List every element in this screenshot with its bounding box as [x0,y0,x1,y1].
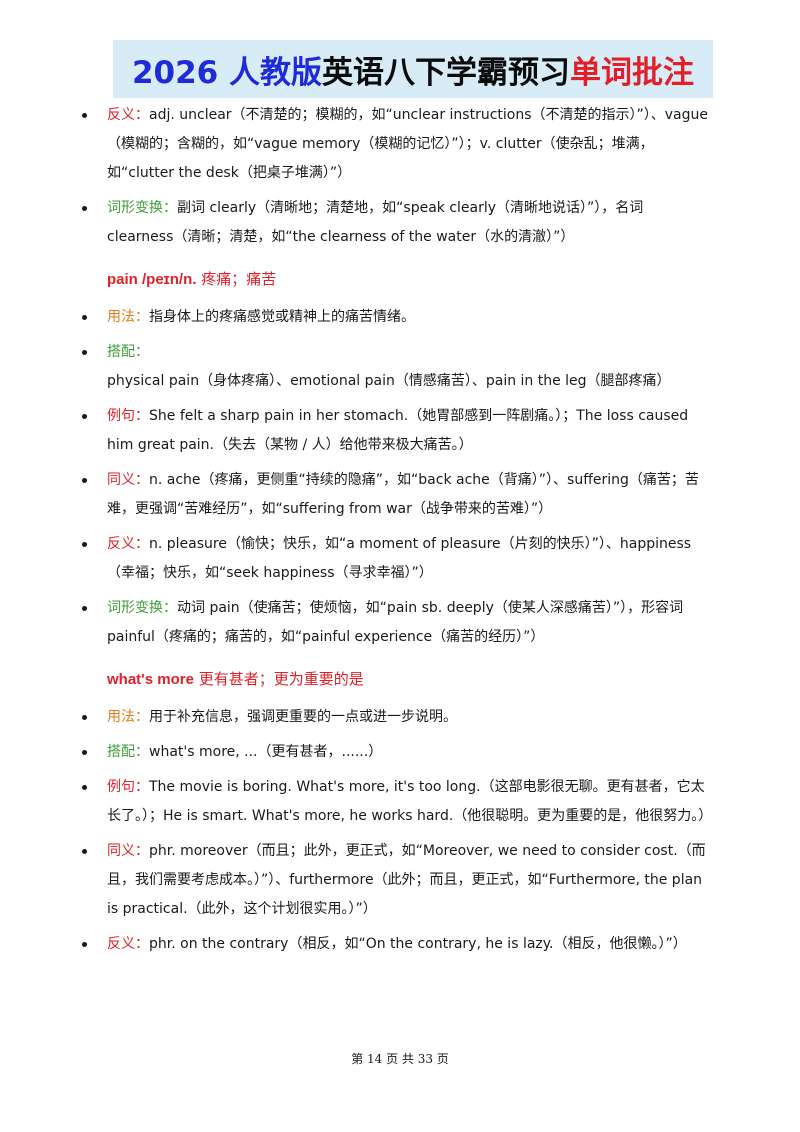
title-part-topic: 单词批注 [570,54,695,91]
bullet-icon [82,414,87,419]
note-item: 反义：adj. unclear（不清楚的；模糊的，如“unclear instr… [82,101,712,188]
note-item: 词形变换：动词 pain（使痛苦；使烦恼，如“pain sb. deeply（使… [82,594,712,652]
bullet-icon [82,542,87,547]
note-text: 动词 pain（使痛苦；使烦恼，如“pain sb. deeply（使某人深感痛… [107,600,684,645]
note-item: 用法：用于补充信息，强调更重要的一点或进一步说明。 [82,703,712,732]
note-text: n. pleasure（愉快；快乐，如“a moment of pleasure… [107,536,692,581]
bullet-icon [82,750,87,755]
note-label: 搭配： [107,744,149,760]
note-text: 指身体上的疼痛感觉或精神上的痛苦情绪。 [149,309,415,325]
note-label: 同义： [107,843,149,859]
bullet-icon [82,315,87,320]
note-label: 例句： [107,408,149,424]
note-text: physical pain（身体疼痛）、emotional pain（情感痛苦）… [107,373,671,389]
note-item: 搭配：what's more, ...（更有甚者，......） [82,738,712,767]
title-banner: 2026 人教版英语八下学霸预习单词批注 [113,40,713,98]
note-text: n. ache（疼痛，更侧重“持续的隐痛”，如“back ache（背痛）”）、… [107,472,699,517]
note-item: 同义：phr. moreover（而且；此外，更正式，如“Moreover, w… [82,837,712,924]
note-item: 同义：n. ache（疼痛，更侧重“持续的隐痛”，如“back ache（背痛）… [82,466,712,524]
vocab-meaning: 更有甚者；更为重要的是 [198,670,364,688]
note-text: 用于补充信息，强调更重要的一点或进一步说明。 [149,709,457,725]
page-number: 第 14 页 共 33 页 [351,1052,449,1066]
note-item: 词形变换：副词 clearly（清晰地；清楚地，如“speak clearly（… [82,194,712,252]
bullet-icon [82,478,87,483]
note-label: 反义： [107,107,149,123]
note-text: phr. on the contrary（相反，如“On the contrar… [149,936,687,952]
bullet-icon [82,715,87,720]
bullet-icon [82,606,87,611]
bullet-icon [82,113,87,118]
note-item: 例句：She felt a sharp pain in her stomach.… [82,402,712,460]
note-label: 同义： [107,472,149,488]
bullet-icon [82,206,87,211]
document-body: 反义：adj. unclear（不清楚的；模糊的，如“unclear instr… [82,101,712,965]
title-part-subject: 英语八下学霸预习 [322,54,571,91]
note-text: She felt a sharp pain in her stomach.（她胃… [107,408,689,453]
note-text: what's more, ...（更有甚者，......） [149,744,383,760]
note-label: 词形变换： [107,600,177,616]
vocab-meaning: 疼痛；痛苦 [201,270,277,288]
vocab-heading: what's more 更有甚者；更为重要的是 [82,666,712,693]
note-text: phr. moreover（而且；此外，更正式，如“Moreover, we n… [107,843,706,917]
note-label: 用法： [107,709,149,725]
bullet-icon [82,849,87,854]
vocab-word: pain /peɪn/n. [107,271,197,288]
note-item: 反义：phr. on the contrary（相反，如“On the cont… [82,930,712,959]
note-label: 反义： [107,936,149,952]
page-title: 2026 人教版英语八下学霸预习单词批注 [132,47,694,92]
note-text: adj. unclear（不清楚的；模糊的，如“unclear instruct… [107,107,708,181]
note-text: 副词 clearly（清晰地；清楚地，如“speak clearly（清晰地说话… [107,200,644,245]
note-label: 例句： [107,779,149,795]
bullet-icon [82,350,87,355]
vocab-word: what's more [107,671,194,688]
note-item: 用法：指身体上的疼痛感觉或精神上的痛苦情绪。 [82,303,712,332]
note-text: The movie is boring. What's more, it's t… [107,779,713,824]
vocab-heading: pain /peɪn/n. 疼痛；痛苦 [82,266,712,293]
note-label: 反义： [107,536,149,552]
bullet-icon [82,785,87,790]
note-label: 用法： [107,309,149,325]
note-item: 反义：n. pleasure（愉快；快乐，如“a moment of pleas… [82,530,712,588]
title-part-edition: 2026 人教版 [131,54,323,91]
bullet-icon [82,942,87,947]
note-label: 词形变换： [107,200,177,216]
note-item: 例句：The movie is boring. What's more, it'… [82,773,712,831]
note-label: 搭配： [107,344,149,360]
note-item: 搭配： physical pain（身体疼痛）、emotional pain（情感… [82,338,712,396]
